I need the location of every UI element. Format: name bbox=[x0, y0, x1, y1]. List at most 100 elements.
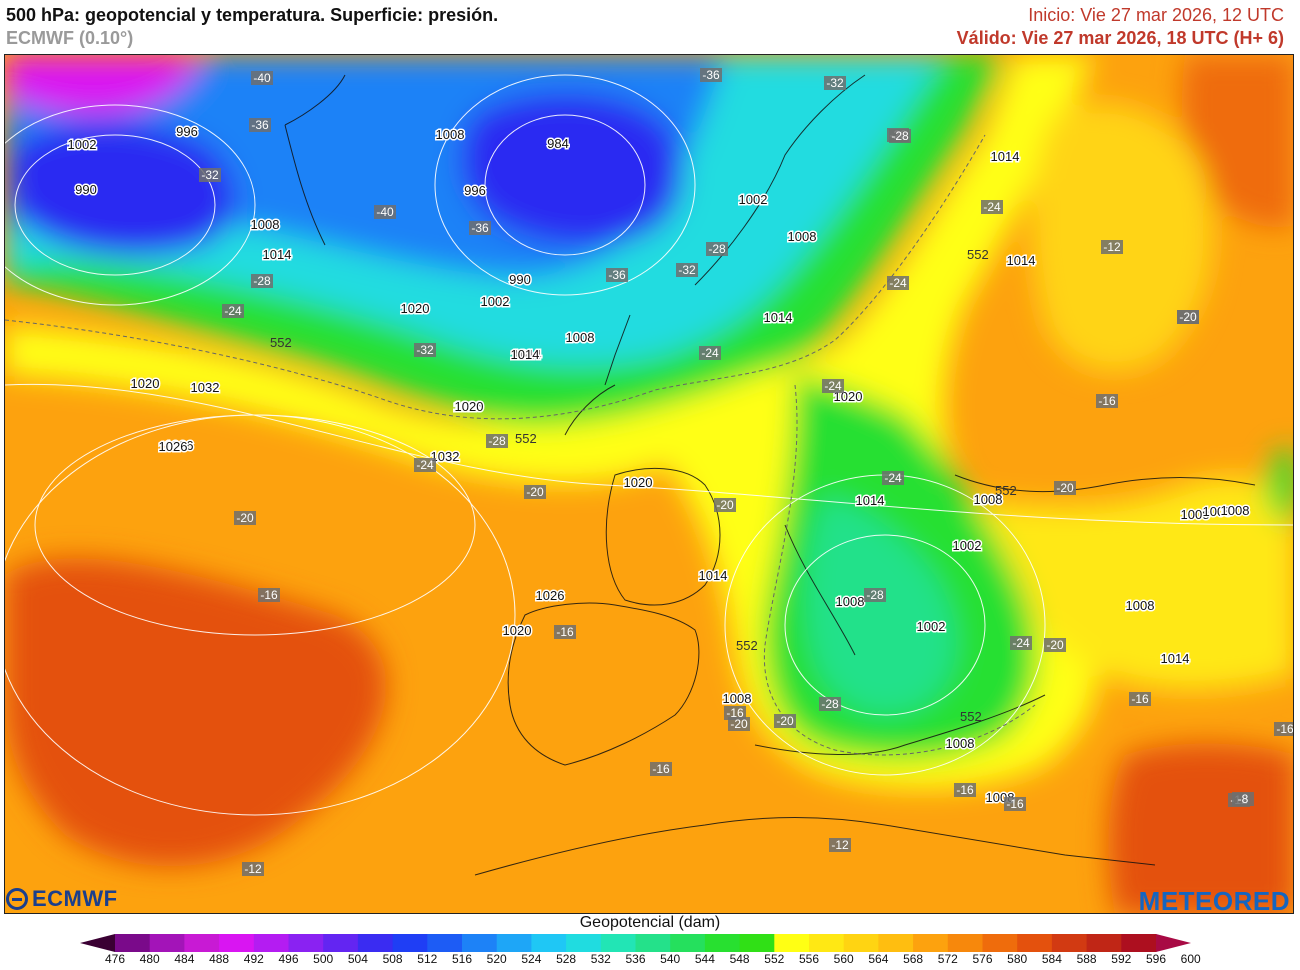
pressure-label: 1014 bbox=[856, 493, 885, 508]
svg-text:-40: -40 bbox=[253, 71, 271, 85]
svg-text:-24: -24 bbox=[701, 346, 719, 360]
colorbar-tick-label: 596 bbox=[1145, 952, 1167, 966]
colorbar-tick-label: 548 bbox=[729, 952, 750, 966]
pressure-label: 1008 bbox=[836, 594, 865, 609]
colorbar-cell bbox=[323, 934, 359, 952]
temperature-label: -24 bbox=[887, 276, 909, 290]
contour-label: 552 bbox=[960, 709, 982, 724]
weather-map: 1002 990 996 1008 1014 1020 1026 1032 984 990 996 1… bbox=[4, 54, 1294, 914]
temperature-label: -12 bbox=[829, 838, 851, 852]
colorbar-cell bbox=[288, 934, 324, 952]
colorbar-cell bbox=[704, 934, 741, 952]
svg-text:-16: -16 bbox=[652, 762, 670, 776]
svg-text:-20: -20 bbox=[730, 717, 748, 731]
valid-time: Válido: Vie 27 mar 2026, 18 UTC (H+ 6) bbox=[956, 28, 1284, 48]
colorbar-cell bbox=[566, 934, 602, 952]
cold-core-central bbox=[461, 93, 683, 246]
pressure-label: 1014 bbox=[764, 310, 793, 325]
colorbar-tick-label: 600 bbox=[1180, 952, 1201, 966]
ecmwf-logo: ECMWF bbox=[6, 886, 118, 912]
contour-552-north bbox=[5, 134, 986, 420]
svg-text:-28: -28 bbox=[866, 588, 884, 602]
temperature-label: -16 bbox=[954, 783, 976, 797]
colorbar-tick-label: 560 bbox=[833, 952, 854, 966]
colorbar-cell bbox=[913, 934, 949, 952]
colorbar-tick-label: 520 bbox=[486, 952, 507, 966]
colorbar-cell bbox=[878, 934, 914, 952]
colorbar-tick-label: 564 bbox=[868, 952, 889, 966]
svg-text:-28: -28 bbox=[891, 129, 909, 143]
svg-text:-16: -16 bbox=[726, 706, 744, 720]
svg-text:-28: -28 bbox=[488, 434, 506, 448]
svg-text:-8: -8 bbox=[1238, 792, 1249, 806]
svg-text:-12: -12 bbox=[244, 862, 262, 876]
cold-core-west bbox=[8, 122, 235, 256]
ecmwf-logo-icon bbox=[6, 888, 28, 910]
pressure-label: 1026 bbox=[165, 438, 194, 453]
colorbar-arrow-low bbox=[80, 934, 115, 952]
temperature-label: -36 bbox=[606, 268, 628, 282]
svg-text:-32: -32 bbox=[201, 168, 219, 182]
pressure-label: 1026 bbox=[454, 399, 483, 414]
svg-text:-20: -20 bbox=[1179, 310, 1197, 324]
pressure-label: 1008 bbox=[723, 691, 752, 706]
temperature-label: -20 bbox=[1054, 481, 1076, 495]
pressure-label: 1008 bbox=[946, 736, 975, 751]
pressure-label: 1020 bbox=[455, 399, 484, 414]
colorbar-cell bbox=[843, 934, 879, 952]
colorbar-tick-label: 588 bbox=[1076, 952, 1097, 966]
temperature-label: -16 bbox=[1274, 722, 1294, 736]
svg-text:-28: -28 bbox=[253, 274, 271, 288]
svg-text:-32: -32 bbox=[416, 343, 434, 357]
model-label: ECMWF (0.10°) bbox=[6, 28, 134, 48]
svg-text:-32: -32 bbox=[826, 76, 844, 90]
pressure-label: 1020 bbox=[131, 376, 160, 391]
contour-label: 552 bbox=[736, 638, 758, 653]
colorbar-cell bbox=[357, 934, 394, 952]
temperature-label: -20 bbox=[714, 498, 736, 512]
temperature-label: -16 bbox=[724, 706, 746, 720]
colorbar-arrow-high bbox=[1156, 934, 1191, 952]
svg-text:-16: -16 bbox=[1276, 722, 1294, 736]
pressure-label: 1008 bbox=[436, 127, 465, 142]
pressure-label: 1008 bbox=[788, 229, 817, 244]
svg-text:-16: -16 bbox=[260, 588, 278, 602]
svg-text:-40: -40 bbox=[376, 205, 394, 219]
temperature-label: -24 bbox=[981, 200, 1003, 214]
colorbar-cell bbox=[496, 934, 532, 952]
colorbar-cell bbox=[600, 934, 636, 952]
colorbar-cell bbox=[184, 934, 220, 952]
pressure-label: 984 bbox=[547, 136, 569, 151]
temperature-label: -24 bbox=[699, 346, 721, 360]
colorbar-tick-label: 568 bbox=[903, 952, 924, 966]
pressure-label: 1026 bbox=[536, 588, 565, 603]
temperature-label: -28 bbox=[819, 697, 841, 711]
temperature-label: -16 bbox=[1004, 797, 1026, 811]
colorbar-tick-label: 488 bbox=[209, 952, 230, 966]
pressure-label: 1020 bbox=[401, 301, 430, 316]
pressure-label: 1002 bbox=[917, 619, 946, 634]
very-cold-core bbox=[5, 55, 205, 115]
colorbar-tick-label: 536 bbox=[625, 952, 646, 966]
colorbar-cell bbox=[1051, 934, 1088, 952]
temperature-label: -24 bbox=[222, 304, 244, 318]
svg-text:-36: -36 bbox=[702, 68, 720, 82]
svg-text:-36: -36 bbox=[608, 268, 626, 282]
colorbar-tick-label: 580 bbox=[1007, 952, 1028, 966]
colorbar-cell bbox=[392, 934, 428, 952]
pressure-label: 996 bbox=[176, 124, 198, 139]
pressure-label: 990 bbox=[509, 272, 531, 287]
temperature-label: -20 bbox=[1177, 310, 1199, 324]
temperature-label: -16 bbox=[1129, 692, 1151, 706]
svg-text:-24: -24 bbox=[884, 471, 902, 485]
pressure-label: 1032 bbox=[431, 449, 460, 464]
pressure-label: 1014 bbox=[1007, 253, 1036, 268]
temperature-label: -24 bbox=[822, 379, 844, 393]
pressure-label: 1014 bbox=[699, 568, 728, 583]
temperature-label: -20 bbox=[774, 714, 796, 728]
colorbar-tick-label: 576 bbox=[972, 952, 993, 966]
pressure-label: 1008 bbox=[566, 330, 595, 345]
pressure-label: 1008 bbox=[1181, 507, 1210, 522]
svg-text:-28: -28 bbox=[708, 242, 726, 256]
colorbar-tick-label: 504 bbox=[347, 952, 368, 966]
